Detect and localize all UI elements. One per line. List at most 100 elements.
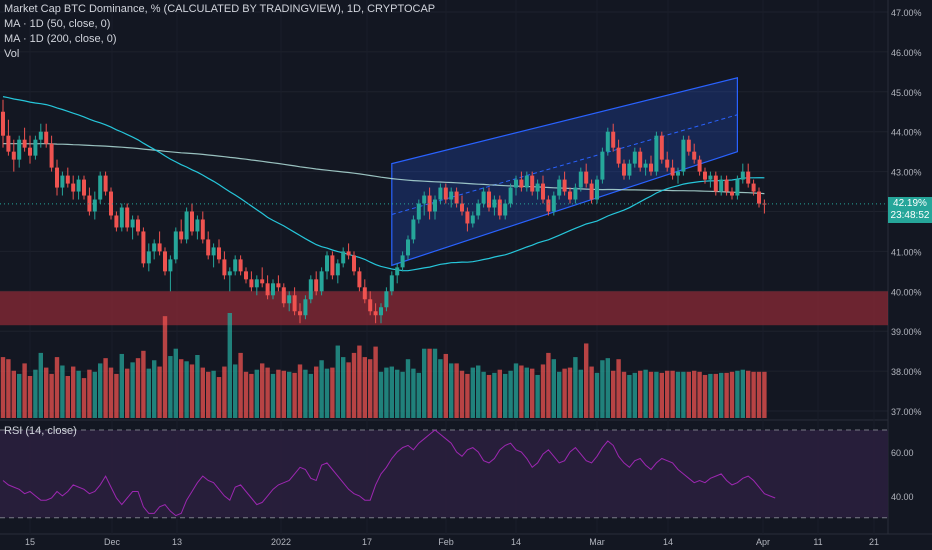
volume-bar [465, 373, 470, 418]
candle-body [217, 247, 221, 260]
volume-bar [508, 370, 513, 418]
volume-bar [65, 376, 70, 418]
volume-bar [621, 371, 627, 418]
support-zone [0, 291, 888, 326]
candle-body [17, 139, 22, 160]
volume-bar [567, 367, 573, 418]
y-tick-label: 40.00% [891, 287, 922, 297]
moving-averages [2, 96, 765, 272]
candle-body [746, 171, 751, 184]
candle-body [562, 179, 567, 192]
candle-body [65, 175, 70, 184]
volume-bar [762, 371, 767, 418]
candle-body [730, 191, 734, 196]
candle-body [163, 251, 167, 272]
volume-bar [724, 372, 729, 418]
volume-bar [449, 363, 454, 418]
candle-body [681, 139, 686, 172]
y-tick-label: 44.00% [891, 128, 922, 138]
candle-body [632, 151, 637, 164]
volume-bar [443, 353, 448, 418]
volume-bar [76, 370, 81, 418]
volume-bar [130, 362, 135, 418]
volume-bar [503, 373, 508, 418]
volume-bar [735, 370, 740, 418]
volume-bar [346, 362, 351, 418]
candle-body [238, 259, 243, 272]
x-tick-label: 11 [813, 537, 822, 547]
volume-bar [584, 343, 589, 418]
candle-body [622, 163, 626, 176]
volume-bar [756, 371, 762, 418]
volume-bar [238, 352, 243, 418]
rsi-band [0, 430, 888, 518]
volume-bar [530, 368, 535, 418]
candle-body [325, 255, 329, 272]
candle-body [357, 271, 362, 288]
candle-body [87, 195, 92, 212]
volume-bar [702, 374, 708, 418]
x-tick-label: Dec [104, 537, 121, 547]
candle-body [44, 131, 49, 144]
candle-body [82, 179, 86, 196]
candle-body [136, 219, 140, 232]
volume-bar [654, 371, 659, 418]
candle-body [481, 191, 486, 204]
candle-body [119, 207, 124, 228]
volume-bar [368, 359, 373, 418]
volume-bar [6, 359, 11, 418]
ma200-line [2, 143, 765, 195]
candle-body [638, 151, 643, 168]
volume-bar [632, 372, 637, 418]
candle-body [109, 191, 113, 216]
candle-body [28, 147, 32, 156]
candle-body [38, 131, 43, 140]
candle-body [292, 295, 297, 312]
volume-bar [497, 369, 502, 418]
candle-body [330, 255, 335, 276]
candle-body [287, 295, 292, 304]
volume-bar [411, 368, 416, 418]
volume-bar [378, 371, 384, 418]
candle-body [654, 135, 659, 172]
candle-body [276, 283, 281, 288]
volume-bar [665, 370, 670, 418]
volume-legend[interactable]: Vol [4, 48, 20, 60]
rsi-legend[interactable]: RSI (14, close) [4, 425, 77, 437]
volume-bar [168, 356, 173, 418]
candle-body [670, 167, 675, 176]
volume-bar [540, 364, 546, 418]
x-tick-label: 2022 [271, 537, 291, 547]
candle-body [476, 203, 481, 216]
volume-bar [308, 373, 313, 418]
volume-bar [114, 373, 119, 418]
bar-countdown: 23:48:52 [890, 210, 930, 221]
volume-bar [227, 313, 232, 418]
x-tick-label: 14 [663, 537, 673, 547]
candle-body [173, 231, 178, 260]
volume-bar [92, 371, 97, 418]
candle-body [497, 199, 502, 216]
candle-body [76, 179, 81, 192]
volume-bar [152, 360, 157, 418]
candle-body [60, 175, 65, 188]
candle-body [530, 175, 535, 192]
volume-bar [427, 348, 432, 418]
volume-bar [103, 358, 108, 418]
volume-bar [341, 357, 346, 418]
candle-body [611, 131, 616, 148]
candle-body [416, 203, 421, 220]
volume-bar [751, 371, 756, 418]
ma50-legend[interactable]: MA · 1D (50, close, 0) [4, 18, 111, 30]
candle-body [427, 195, 432, 212]
ma200-legend[interactable]: MA · 1D (200, close, 0) [4, 33, 117, 45]
volume-bar [589, 366, 594, 418]
volume-bar [616, 359, 621, 418]
volume-bar [135, 358, 141, 418]
rsi-line [2, 429, 776, 517]
candle-body [184, 211, 189, 240]
volume-bar [195, 355, 200, 418]
candle-body [179, 231, 184, 240]
candle-body [146, 251, 151, 264]
